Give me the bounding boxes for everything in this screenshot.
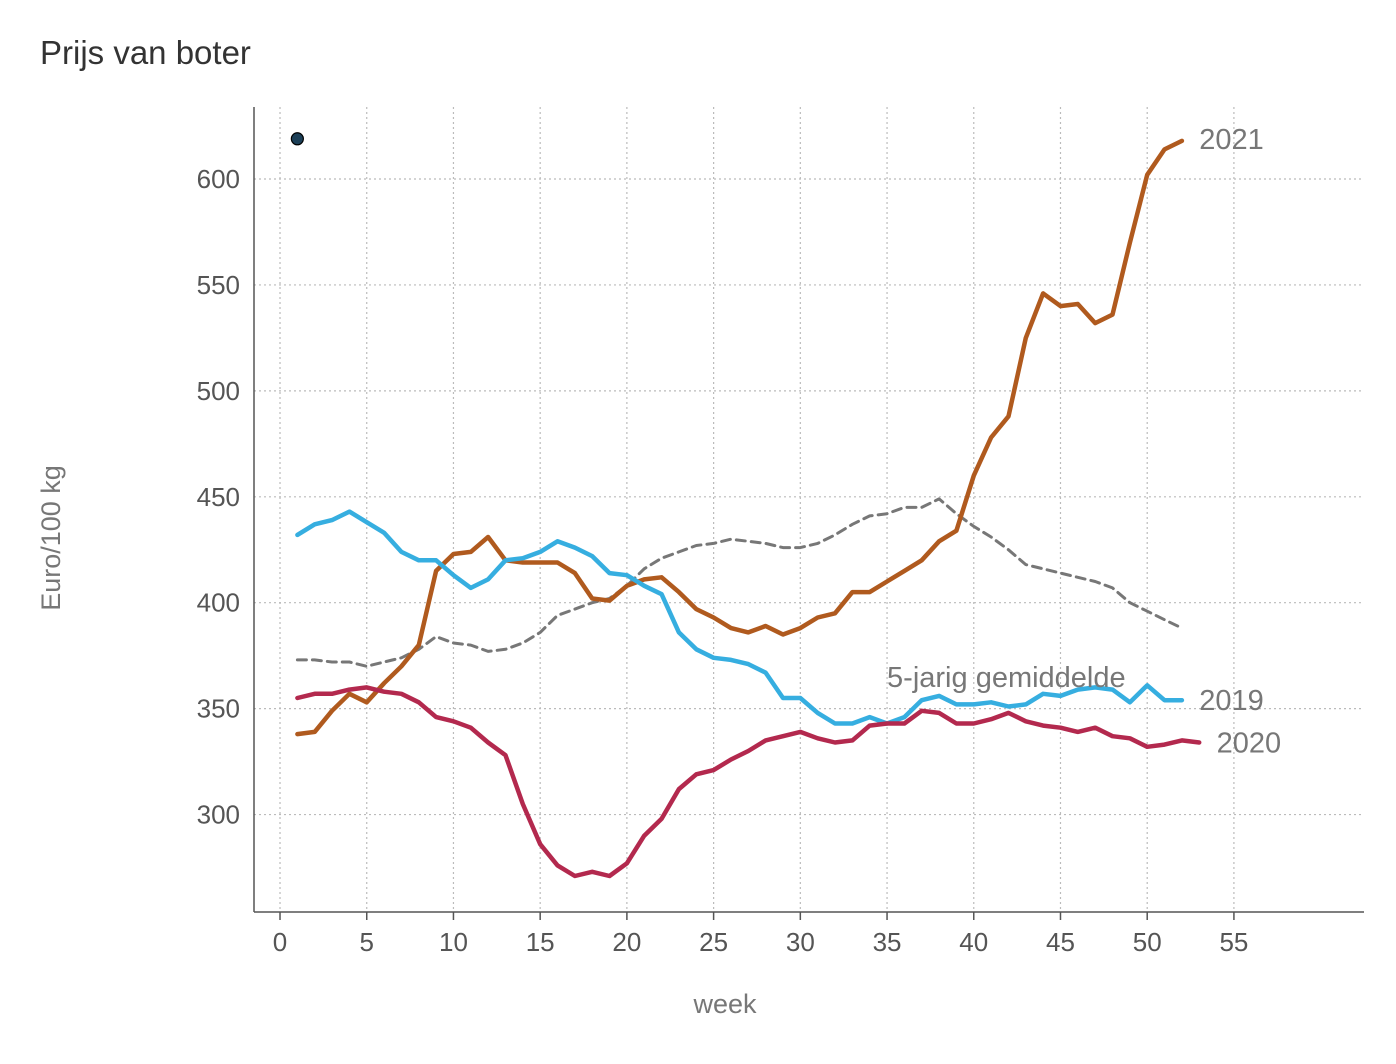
series-labels: 5-jarig gemiddelde 2021 2019 2020 [887,124,1281,760]
tick-labels: 0 5 10 15 20 25 30 35 40 45 50 55 300 350 400 450 500 550… [197,164,1249,957]
x-tick-label: 0 [273,927,287,957]
x-tick-label: 20 [612,927,641,957]
x-tick-label: 10 [439,927,468,957]
y-tick-label: 600 [197,164,240,194]
x-tick-label: 15 [526,927,555,957]
y-tick-label: 550 [197,270,240,300]
x-tick-label: 55 [1219,927,1248,957]
x-tick-label: 45 [1046,927,1075,957]
chart-title: Prijs van boter [40,34,251,71]
gridlines [254,107,1364,912]
series-label-5-jarig-gemiddelde: 5-jarig gemiddelde [887,662,1126,694]
series-label-2019: 2019 [1199,685,1264,717]
x-tick-label: 35 [873,927,902,957]
y-tick-label: 400 [197,588,240,618]
x-axis-title: week [692,989,757,1019]
y-tick-label: 500 [197,376,240,406]
x-tick-label: 25 [699,927,728,957]
x-tick-label: 50 [1133,927,1162,957]
y-tick-label: 350 [197,694,240,724]
series-line-2021 [295,138,1185,737]
x-tick-label: 30 [786,927,815,957]
x-tick-label: 5 [360,927,374,957]
y-axis-title: Euro/100 kg [36,465,66,611]
x-tick-label: 40 [959,927,988,957]
data-point-marker [290,132,304,146]
y-tick-label: 300 [197,800,240,830]
series-line-2020 [295,685,1202,879]
axes [253,107,1364,913]
y-tick-label: 450 [197,482,240,512]
series-lines [290,132,1202,879]
series-line-5-jarig-gemiddelde [295,497,1184,668]
series-line-2019 [295,509,1185,726]
series-label-2021: 2021 [1199,124,1264,156]
series-label-2020: 2020 [1217,728,1282,760]
